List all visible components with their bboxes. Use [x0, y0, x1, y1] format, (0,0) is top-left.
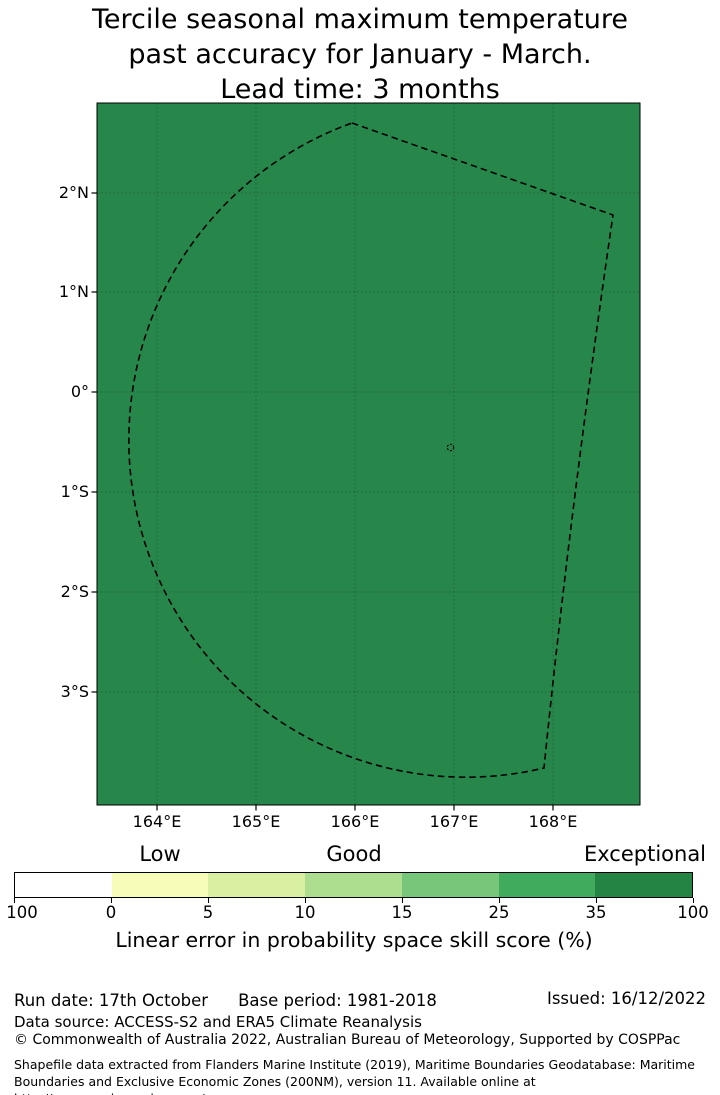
graticule-gridlines [97, 103, 640, 805]
island-outline [446, 443, 455, 452]
colorbar-number-25: 25 [488, 903, 510, 922]
colorbar-tick [401, 898, 403, 903]
base-period: Base period: 1981-2018 [238, 991, 437, 1010]
colorbar-number-35: 35 [585, 903, 607, 922]
colorbar-segment-6 [498, 873, 596, 897]
colorbar-axis-label: Linear error in probability space skill … [115, 928, 593, 952]
axis-tick-marks [91, 192, 554, 811]
colorbar-segment-5 [401, 873, 499, 897]
colorbar-segment-4 [305, 873, 402, 897]
colorbar-tick [110, 898, 112, 903]
colorbar-segment-2 [111, 873, 209, 897]
xtick-167e: 167°E [429, 812, 479, 831]
colorbar-category-exceptional: Exceptional [583, 842, 707, 866]
colorbar-tick [595, 898, 597, 903]
run-date-row: Run date: 17th October Base period: 1981-… [14, 990, 437, 1011]
ytick-2n: 2°N [58, 183, 89, 202]
colorbar-tick [692, 898, 694, 903]
colorbar-category-low: Low [139, 842, 181, 866]
colorbar-tick [498, 898, 500, 903]
colorbar-category-good: Good [326, 842, 382, 866]
colorbar-number-100: 100 [677, 903, 709, 922]
shapefile-note-line-2: Boundaries and Exclusive Economic Zones … [14, 1074, 536, 1095]
ytick-2s: 2°S [60, 582, 89, 601]
colorbar-number-neg100: 100 [6, 903, 38, 922]
chart-title-line-3: Lead time: 3 months [220, 74, 500, 105]
colorbar-segment-3 [208, 873, 306, 897]
colorbar-number-0: 0 [105, 903, 117, 922]
xtick-165e: 165°E [231, 812, 281, 831]
chart-title-line-2: past accuracy for January - March. [128, 39, 592, 70]
xtick-168e: 168°E [528, 812, 578, 831]
colorbar-tick [207, 898, 209, 903]
colorbar-segment-7 [595, 873, 693, 897]
colorbar-segment-1 [15, 873, 112, 897]
map-background [97, 103, 640, 805]
ytick-1s: 1°S [60, 482, 89, 501]
ytick-0: 0° [70, 382, 89, 401]
chart-title-line-1: Tercile seasonal maximum temperature [92, 4, 628, 35]
xtick-164e: 164°E [132, 812, 182, 831]
chart-title: Tercile seasonal maximum temperature pas… [0, 2, 720, 107]
map-border [96, 102, 641, 806]
ytick-1n: 1°N [58, 282, 89, 301]
colorbar-tick [304, 898, 306, 903]
run-date: Run date: 17th October [14, 991, 209, 1010]
ytick-3s: 3°S [60, 682, 89, 701]
colorbar-tick [13, 898, 15, 903]
map-canvas [91, 102, 641, 811]
eez-boundary-outline [128, 122, 614, 778]
colorbar-number-5: 5 [202, 903, 214, 922]
colorbar-number-15: 15 [391, 903, 413, 922]
copyright-notice: © Commonwealth of Australia 2022, Austra… [14, 1032, 681, 1048]
colorbar-number-10: 10 [294, 903, 316, 922]
shapefile-note-line-1: Shapefile data extracted from Flanders M… [14, 1057, 695, 1072]
data-source: Data source: ACCESS-S2 and ERA5 Climate … [14, 1013, 422, 1031]
issued-date: Issued: 16/12/2022 [546, 989, 706, 1008]
xtick-166e: 166°E [330, 812, 380, 831]
colorbar [14, 872, 693, 898]
